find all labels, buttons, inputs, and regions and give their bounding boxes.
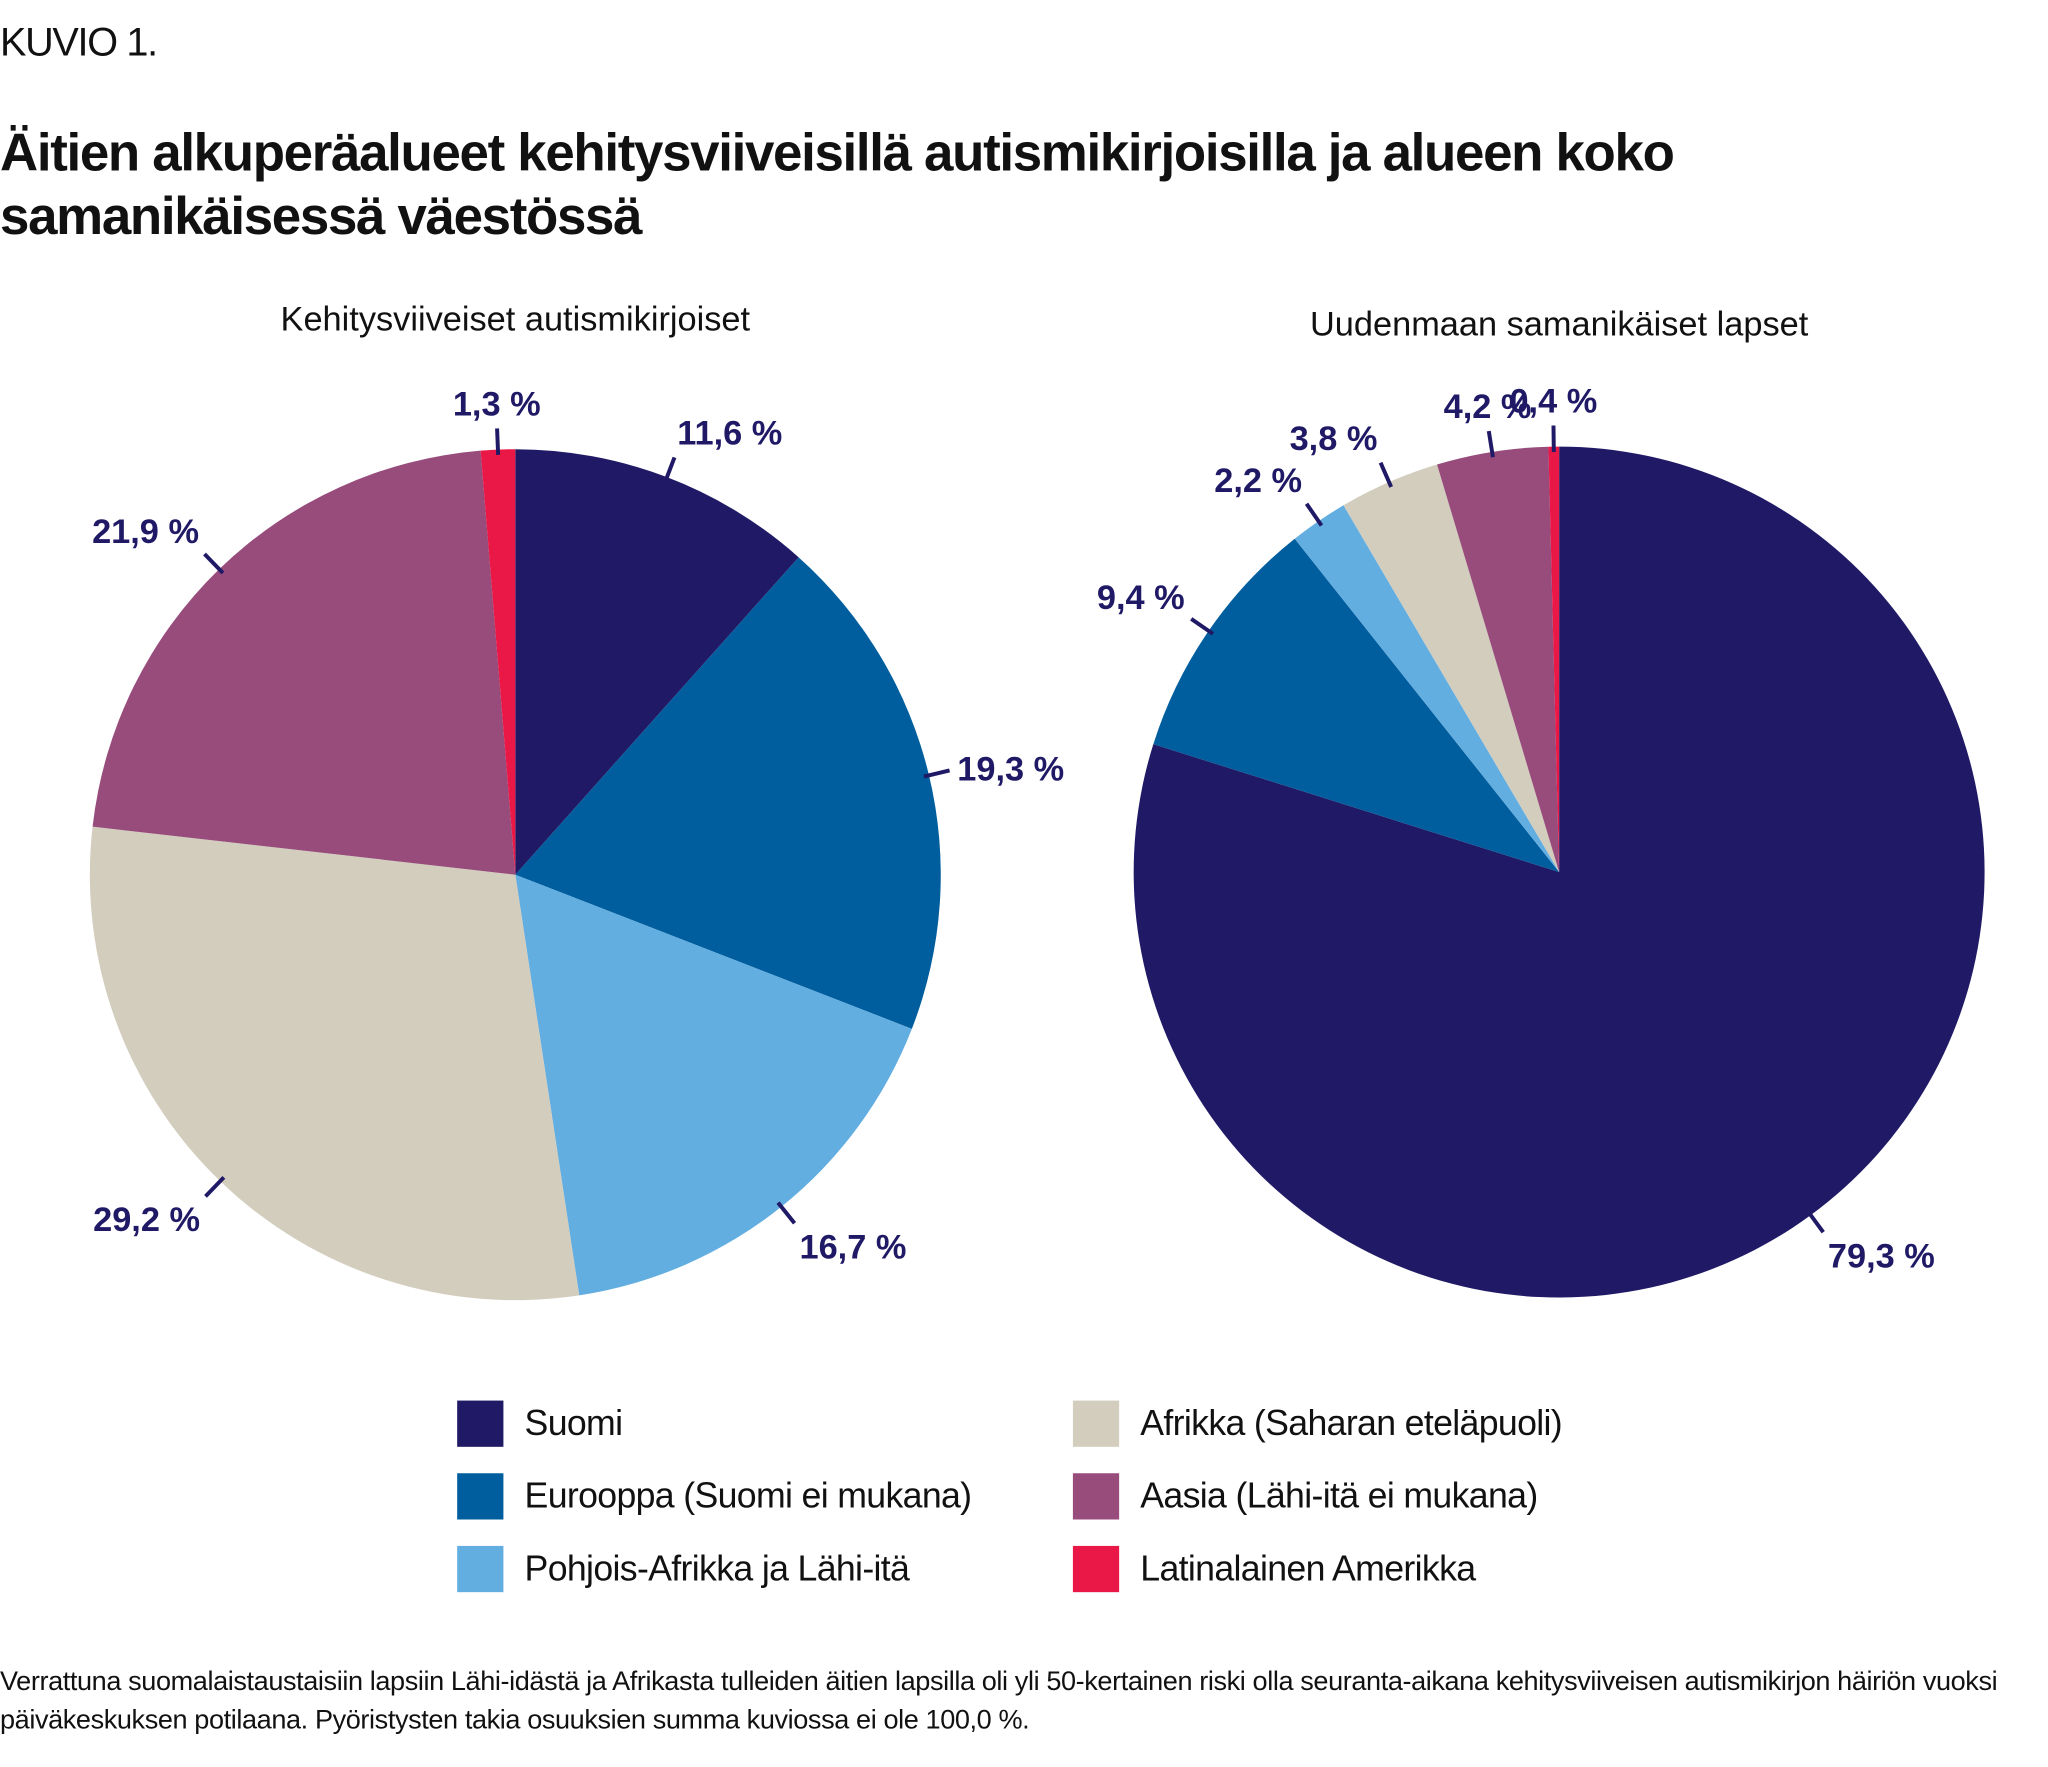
legend-swatch bbox=[1072, 1545, 1120, 1593]
legend-label: Suomi bbox=[524, 1403, 623, 1443]
pie-slice bbox=[1437, 446, 1560, 873]
leader-line bbox=[663, 456, 677, 483]
data-label: 19,3 % bbox=[957, 750, 1064, 788]
legend-swatch bbox=[457, 1473, 504, 1520]
legend-label: Aasia (Lähi-itä ei mukana) bbox=[1140, 1475, 1538, 1516]
legend-swatch bbox=[1072, 1400, 1120, 1447]
leader-line bbox=[203, 552, 225, 575]
pie-slice bbox=[92, 450, 516, 875]
legend-item: Aasia (Lähi-itä ei mukana) bbox=[1072, 1473, 1538, 1520]
leader-line bbox=[1304, 502, 1324, 527]
data-label: 1,3 % bbox=[453, 385, 541, 423]
pie-slice bbox=[1343, 464, 1560, 873]
leader-line bbox=[1486, 430, 1495, 458]
data-label: 9,4 % bbox=[1097, 579, 1185, 617]
legend-label: Eurooppa (Suomi ei mukana) bbox=[524, 1475, 973, 1516]
legend-label: Latinalainen Amerikka bbox=[1140, 1548, 1476, 1589]
leader-line bbox=[776, 1201, 797, 1225]
leader-line bbox=[923, 768, 951, 779]
legend-item: Eurooppa (Suomi ei mukana) bbox=[457, 1473, 973, 1520]
pie-charts: Kehitysviiveiset autismikirjoiset 11,6 % 1… bbox=[89, 300, 1985, 1301]
pie-slice bbox=[89, 826, 580, 1301]
data-label: 16,7 % bbox=[799, 1228, 906, 1266]
figure-title: Äitien alkuperäalueet kehitysviiveisillä… bbox=[0, 124, 1675, 246]
data-label: 11,6 % bbox=[677, 415, 782, 453]
data-label: 3,8 % bbox=[1290, 420, 1378, 458]
legend-swatch bbox=[457, 1400, 504, 1447]
chart-title: Uudenmaan samanikäiset lapset bbox=[1310, 306, 1809, 344]
leader-line bbox=[495, 428, 501, 455]
pie-slice bbox=[515, 874, 912, 1296]
legend-item: Afrikka (Saharan eteläpuoli) bbox=[1072, 1400, 1563, 1447]
data-label: 4,2 % bbox=[1444, 388, 1532, 426]
pie-slice bbox=[480, 449, 516, 875]
chart-title: Kehitysviiveiset autismikirjoiset bbox=[281, 300, 751, 338]
legend-swatch bbox=[457, 1545, 504, 1593]
figure-note: Verrattuna suomalaistaustaisiin lapsiin … bbox=[0, 1666, 1998, 1735]
leader-line bbox=[1190, 617, 1215, 636]
data-label: 79,3 % bbox=[1828, 1238, 1935, 1276]
pie-slice bbox=[1548, 446, 1560, 873]
legend-label: Afrikka (Saharan eteläpuoli) bbox=[1140, 1403, 1563, 1443]
leader-line bbox=[1806, 1209, 1825, 1234]
legend-label: Pohjois-Afrikka ja Lähi-itä bbox=[524, 1548, 910, 1589]
pie-slice bbox=[515, 557, 941, 1029]
data-label: 29,2 % bbox=[93, 1201, 200, 1239]
legend-swatch bbox=[1072, 1473, 1120, 1520]
legend-item: Suomi bbox=[457, 1400, 623, 1447]
pie-slice bbox=[515, 449, 799, 875]
legend-item: Pohjois-Afrikka ja Lähi-itä bbox=[457, 1545, 910, 1593]
data-label: 0,4 % bbox=[1509, 382, 1597, 420]
leader-line bbox=[1378, 461, 1393, 488]
figure-label: KUVIO 1. bbox=[0, 21, 158, 65]
pie-slice bbox=[1153, 538, 1560, 873]
data-label: 2,2 % bbox=[1214, 462, 1302, 500]
data-label: 21,9 % bbox=[92, 513, 199, 551]
leader-line bbox=[204, 1175, 226, 1198]
pie-slice bbox=[1294, 505, 1560, 873]
legend-item: Latinalainen Amerikka bbox=[1072, 1545, 1476, 1593]
